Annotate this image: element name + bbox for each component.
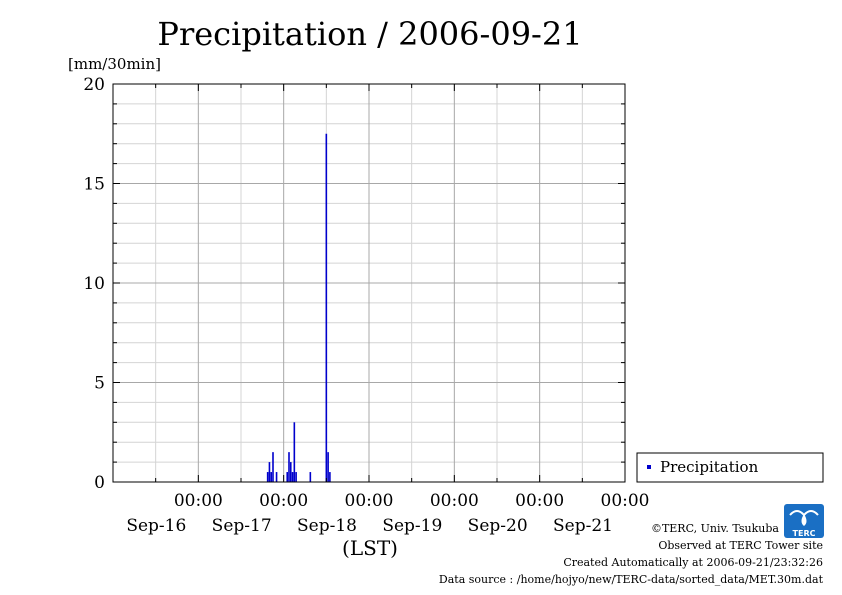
x-tick-date-label: Sep-18 <box>297 516 357 536</box>
precipitation-bar <box>293 422 296 482</box>
y-tick-label: 0 <box>94 473 105 493</box>
created-timestamp-text: Created Automatically at 2006-09-21/23:3… <box>563 556 823 569</box>
precipitation-bar <box>289 462 292 482</box>
copyright-text: ©TERC, Univ. Tsukuba <box>651 522 779 535</box>
legend-box <box>636 452 824 483</box>
y-axis-unit-label: [mm/30min] <box>68 55 161 73</box>
precipitation-bars <box>266 133 331 482</box>
x-tick-time-label: 00:00 <box>345 491 394 511</box>
data-source-text: Data source : /home/hojyo/new/TERC-data/… <box>439 573 824 586</box>
x-tick-date-label: Sep-21 <box>553 516 613 536</box>
precipitation-bar <box>268 462 271 482</box>
y-tick-label: 15 <box>83 175 105 195</box>
x-axis-label: (LST) <box>342 536 398 560</box>
chart-title: Precipitation / 2006-09-21 <box>157 15 582 53</box>
legend: Precipitation <box>636 452 824 483</box>
y-tick-label: 20 <box>83 75 105 95</box>
y-tick-label: 5 <box>94 374 105 394</box>
precipitation-bar <box>309 472 312 482</box>
precipitation-bar <box>295 472 297 482</box>
precipitation-bar <box>325 133 328 482</box>
y-tick-labels: 0 5 10 15 20 <box>83 75 105 493</box>
precipitation-bar <box>275 472 278 482</box>
x-tick-time-label: 00:00 <box>601 491 650 511</box>
y-tick-label: 10 <box>83 274 105 294</box>
x-tick-date-label: Sep-16 <box>126 516 186 536</box>
terc-logo: TERC <box>784 504 824 538</box>
precipitation-bar <box>291 472 294 482</box>
observed-site-text: Observed at TERC Tower site <box>658 539 823 552</box>
x-tick-time-label: 00:00 <box>430 491 479 511</box>
x-tick-date-label: Sep-19 <box>382 516 442 536</box>
x-tick-time-label: 00:00 <box>515 491 564 511</box>
axis-ticks <box>113 84 625 482</box>
precipitation-bar <box>288 452 290 482</box>
precipitation-bar <box>272 452 274 482</box>
logo-drop-icon <box>801 514 807 526</box>
precipitation-bar <box>286 472 289 482</box>
x-tick-time-label: 00:00 <box>259 491 308 511</box>
precipitation-bar <box>327 452 329 482</box>
legend-label: Precipitation <box>660 458 759 476</box>
precipitation-bar <box>329 472 331 482</box>
x-tick-time-label: 00:00 <box>174 491 223 511</box>
major-gridlines <box>113 84 625 482</box>
x-tick-date-label: Sep-17 <box>212 516 272 536</box>
x-tick-labels: 00:00 Sep-16 00:00 Sep-17 00:00 Sep-18 00:00 Se… <box>126 491 649 536</box>
precipitation-bar <box>266 472 269 482</box>
x-tick-date-label: Sep-20 <box>468 516 528 536</box>
legend-swatch <box>647 465 651 469</box>
logo-text: TERC <box>793 529 816 538</box>
precipitation-bar <box>270 472 273 482</box>
